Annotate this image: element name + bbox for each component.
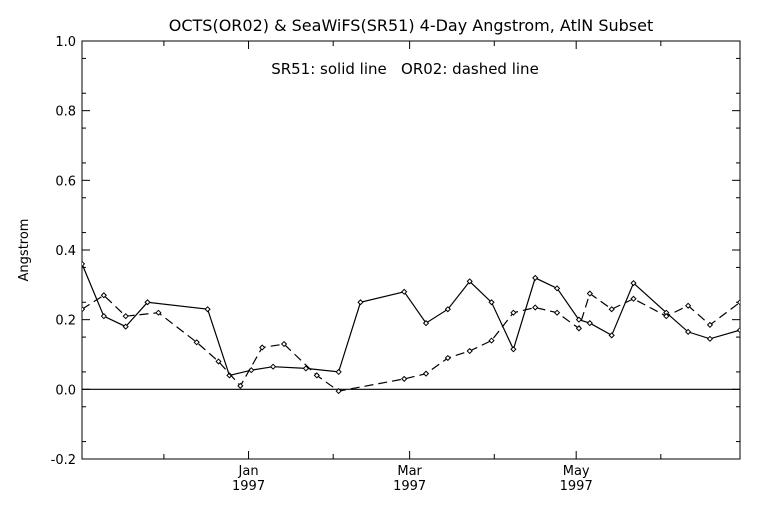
data-point-sr51 xyxy=(532,274,539,281)
chart-title: OCTS(OR02) & SeaWiFS(SR51) 4-Day Angstro… xyxy=(169,16,654,35)
data-point-sr51 xyxy=(736,327,740,334)
data-point-sr51 xyxy=(575,316,583,323)
y-tick-label: 0.6 xyxy=(55,174,76,189)
y-axis-label: Angstrom xyxy=(17,219,32,282)
y-tick-label: 0.2 xyxy=(55,314,76,329)
chart-annotation: SR51: solid line OR02: dashed line xyxy=(271,60,539,78)
data-point-or02 xyxy=(736,299,740,306)
data-point-sr51 xyxy=(422,320,430,327)
y-tick-label: -0.2 xyxy=(51,453,76,468)
data-point-or02 xyxy=(444,354,451,362)
series-line-or02 xyxy=(82,292,740,392)
data-point-or02 xyxy=(532,304,539,311)
data-point-sr51 xyxy=(466,278,473,285)
data-point-sr51 xyxy=(357,299,364,306)
data-point-or02 xyxy=(466,347,473,355)
data-point-or02 xyxy=(553,309,561,316)
data-point-or02 xyxy=(313,372,320,379)
data-point-or02 xyxy=(608,306,615,313)
data-point-or02 xyxy=(335,387,342,395)
x-tick-label-month: Mar xyxy=(397,464,422,479)
data-point-or02 xyxy=(155,309,162,316)
x-tick-label-year: 1997 xyxy=(232,479,265,494)
data-point-sr51 xyxy=(553,285,561,292)
data-point-sr51 xyxy=(82,260,86,268)
data-point-sr51 xyxy=(144,299,151,306)
y-tick-label: 0.4 xyxy=(55,244,76,259)
data-point-or02 xyxy=(215,358,222,365)
data-point-sr51 xyxy=(444,306,451,313)
data-point-sr51 xyxy=(488,299,495,306)
series-line-sr51 xyxy=(82,263,740,377)
data-point-sr51 xyxy=(706,335,714,342)
data-point-sr51 xyxy=(630,279,637,287)
x-tick-label-month: May xyxy=(563,464,590,479)
data-point-or02 xyxy=(122,313,129,320)
data-point-or02 xyxy=(630,295,637,302)
plot-frame xyxy=(81,40,741,460)
x-tick-label-month: Jan xyxy=(238,464,259,479)
data-point-or02 xyxy=(586,290,593,297)
data-point-sr51 xyxy=(204,306,211,313)
data-point-or02 xyxy=(488,337,495,344)
data-point-sr51 xyxy=(122,323,129,330)
data-point-sr51 xyxy=(685,328,692,335)
data-point-sr51 xyxy=(608,332,615,339)
y-tick-label: 0.8 xyxy=(55,105,76,120)
data-point-or02 xyxy=(259,344,266,351)
data-point-or02 xyxy=(422,370,430,377)
data-point-or02 xyxy=(685,302,692,309)
x-tick-label-year: 1997 xyxy=(393,479,426,494)
x-tick-label-year: 1997 xyxy=(560,479,593,494)
data-point-sr51 xyxy=(401,288,408,295)
data-point-or02 xyxy=(401,375,408,382)
data-point-or02 xyxy=(510,309,517,316)
data-point-sr51 xyxy=(302,365,309,372)
data-point-or02 xyxy=(706,321,714,328)
data-point-or02 xyxy=(280,340,288,348)
data-point-or02 xyxy=(237,382,244,389)
y-tick-label: 1.0 xyxy=(55,35,76,50)
data-point-or02 xyxy=(82,306,86,313)
data-point-sr51 xyxy=(270,363,277,370)
data-point-or02 xyxy=(193,339,200,346)
data-point-or02 xyxy=(100,292,107,299)
data-point-sr51 xyxy=(100,313,107,320)
data-point-or02 xyxy=(575,325,583,332)
y-tick-label: 0.0 xyxy=(55,383,76,398)
data-point-or02 xyxy=(663,313,670,320)
data-point-sr51 xyxy=(510,346,517,353)
data-point-sr51 xyxy=(586,320,593,327)
data-point-sr51 xyxy=(335,368,342,376)
